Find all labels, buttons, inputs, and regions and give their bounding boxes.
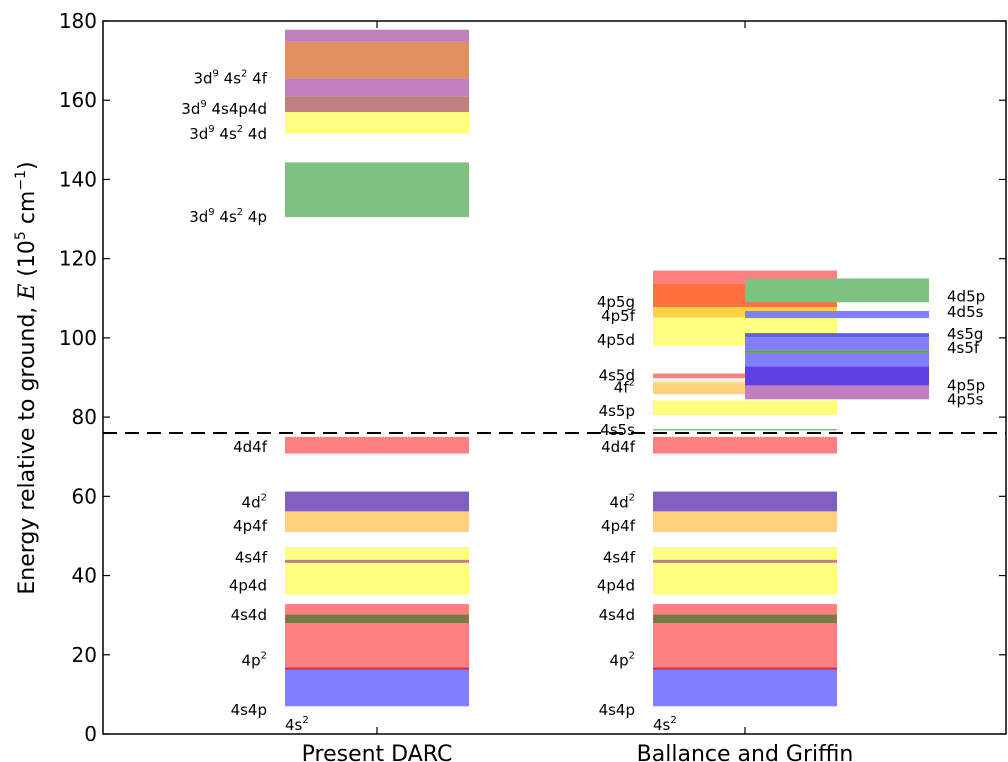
level-label-ballance-left: 4s5p bbox=[599, 402, 635, 420]
x-axis: Present DARC Ballance and Griffin bbox=[302, 21, 854, 762]
level-label-present: 4s4f bbox=[235, 549, 268, 567]
level-band-ballance-right-4 bbox=[745, 337, 929, 351]
level-label-ballance-right: 4s5g bbox=[947, 325, 983, 343]
x-category-label: Present DARC bbox=[302, 742, 453, 762]
level-label-ballance-left: 4p4d bbox=[597, 576, 635, 594]
level-label-present: 3d9 4s2 4d bbox=[189, 124, 267, 143]
level-label-ballance-right: 4d5p bbox=[947, 287, 985, 305]
y-tick-label: 0 bbox=[84, 722, 97, 746]
x-category-label: Ballance and Griffin bbox=[637, 742, 854, 762]
level-band-present-10 bbox=[285, 436, 469, 454]
y-tick-label: 80 bbox=[72, 405, 97, 429]
level-band-present-1 bbox=[285, 667, 469, 670]
y-tick-label: 100 bbox=[59, 326, 97, 350]
level-band-present-6 bbox=[285, 559, 469, 563]
bands-layer bbox=[285, 29, 929, 707]
level-band-ballance-right-3 bbox=[745, 350, 929, 353]
level-band-ballance-left-9 bbox=[653, 491, 837, 512]
level-band-ballance-left-8 bbox=[653, 511, 837, 532]
y-tick-label: 160 bbox=[59, 88, 97, 112]
ground-label-ballance-left: 4s2 bbox=[653, 715, 677, 734]
level-band-present-12 bbox=[285, 112, 469, 134]
level-band-ballance-right-6 bbox=[745, 310, 929, 319]
level-band-present-3 bbox=[285, 614, 469, 624]
y-axis: 0 20 40 60 80 100 120 140 160 180 bbox=[59, 9, 1006, 746]
level-band-ballance-right-7 bbox=[745, 278, 929, 303]
level-band-ballance-left-10 bbox=[653, 436, 837, 454]
level-label-ballance-left: 4s4d bbox=[599, 606, 635, 624]
level-band-ballance-left-5 bbox=[653, 562, 837, 595]
level-label-ballance-left: 4s5s bbox=[600, 421, 635, 439]
level-label-ballance-right: 4p5s bbox=[947, 390, 984, 408]
y-tick-label: 60 bbox=[72, 484, 97, 508]
level-band-present-9 bbox=[285, 491, 469, 512]
y-axis-title-unit-close: ) bbox=[15, 161, 40, 170]
level-label-ballance-left: 4s4f bbox=[603, 549, 636, 567]
level-label-present: 4s4d bbox=[231, 606, 267, 624]
y-tick-label: 140 bbox=[59, 167, 97, 191]
level-label-ballance-left: 4s4p bbox=[599, 701, 635, 719]
level-band-present-7 bbox=[285, 547, 469, 560]
level-band-ballance-left-3 bbox=[653, 614, 837, 624]
level-band-present-14 bbox=[285, 78, 469, 97]
level-band-present-16 bbox=[285, 29, 469, 42]
level-label-ballance-left: 4p5g bbox=[597, 293, 635, 311]
y-axis-title-exp1: 5 bbox=[13, 231, 29, 240]
plot-frame bbox=[102, 20, 1007, 735]
level-label-ballance-left: 4d4f bbox=[601, 438, 636, 456]
y-axis-title: Energy relative to ground, E (105 cm−1) bbox=[13, 161, 40, 594]
level-label-ballance-left: 4p4f bbox=[601, 517, 636, 535]
level-label-present: 3d9 4s4p4d bbox=[181, 99, 267, 118]
level-band-present-4 bbox=[285, 604, 469, 615]
level-label-present: 4s4p bbox=[231, 701, 267, 719]
y-tick-label: 120 bbox=[59, 247, 97, 271]
level-band-ballance-left-7 bbox=[653, 547, 837, 560]
level-label-ballance-left: 4f2 bbox=[614, 377, 635, 396]
level-label-present: 4d4f bbox=[233, 438, 268, 456]
y-axis-title-var: E bbox=[15, 284, 40, 301]
level-band-present-5 bbox=[285, 562, 469, 595]
y-tick-label: 40 bbox=[72, 564, 97, 588]
y-axis-title-exp2: −1 bbox=[13, 170, 29, 191]
ground-label-present: 4s2 bbox=[285, 715, 309, 734]
y-axis-title-unit-open: (10 bbox=[15, 240, 40, 284]
level-band-ballance-left-1 bbox=[653, 667, 837, 670]
level-label-present: 4p2 bbox=[242, 651, 267, 670]
level-label-present: 4p4f bbox=[233, 517, 268, 535]
level-label-ballance-right: 4s5f bbox=[947, 339, 980, 357]
level-band-present-15 bbox=[285, 41, 469, 79]
level-label-ballance-right: 4d5s bbox=[947, 303, 984, 321]
y-tick-label: 20 bbox=[72, 643, 97, 667]
level-label-present: 3d9 4s2 4p bbox=[189, 207, 267, 226]
level-band-present-8 bbox=[285, 511, 469, 532]
y-axis-title-unit-mid: cm bbox=[15, 191, 40, 232]
level-band-ballance-right-1 bbox=[745, 366, 929, 386]
level-label-present: 4p4d bbox=[229, 576, 267, 594]
level-band-present-13 bbox=[285, 96, 469, 113]
level-label-ballance-right: 4p5p bbox=[947, 376, 985, 394]
level-label-present: 3d9 4s2 4f bbox=[193, 68, 267, 87]
level-label-present: 4d2 bbox=[242, 492, 267, 511]
level-band-ballance-left-2 bbox=[653, 623, 837, 668]
level-band-present-11 bbox=[285, 162, 469, 218]
level-label-ballance-left: 4p5f bbox=[601, 307, 636, 325]
level-band-ballance-left-6 bbox=[653, 559, 837, 563]
level-band-ballance-left-4 bbox=[653, 604, 837, 615]
level-labels: 4s4p 4p2 4s4d 4p4d 4s4f 4p4f 4d2 4d4f 3d9 4s2 4p… bbox=[181, 68, 985, 733]
level-label-ballance-left: 4p2 bbox=[610, 651, 635, 670]
level-band-present-0 bbox=[285, 669, 469, 707]
level-label-ballance-left: 4s5d bbox=[599, 367, 635, 385]
level-band-ballance-right-5 bbox=[745, 333, 929, 338]
y-axis-title-main: Energy relative to ground, bbox=[15, 300, 40, 595]
level-band-ballance-right-0 bbox=[745, 385, 929, 400]
level-band-ballance-right-2 bbox=[745, 352, 929, 367]
level-label-ballance-left: 4p5d bbox=[597, 331, 635, 349]
level-label-ballance-left: 4d2 bbox=[610, 492, 635, 511]
level-band-ballance-left-0 bbox=[653, 669, 837, 707]
level-band-present-2 bbox=[285, 623, 469, 668]
y-tick-label: 180 bbox=[59, 9, 97, 33]
level-band-ballance-left-11 bbox=[653, 400, 837, 416]
